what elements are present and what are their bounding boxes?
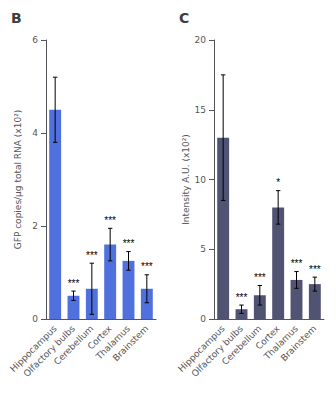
svg-text:Cortex: Cortex [253, 323, 282, 352]
svg-text:Olfactory bulbs: Olfactory bulbs [21, 323, 77, 379]
svg-text:Hippocampus: Hippocampus [8, 323, 59, 374]
svg-text:***: *** [291, 258, 303, 269]
svg-text:***: *** [86, 250, 98, 261]
svg-text:Olfactory bulbs: Olfactory bulbs [189, 323, 245, 379]
svg-text:2: 2 [32, 221, 38, 231]
svg-text:Hippocampus: Hippocampus [176, 323, 227, 374]
svg-text:10: 10 [195, 175, 207, 185]
svg-text:4: 4 [32, 128, 38, 138]
svg-text:20: 20 [195, 35, 207, 45]
svg-text:Thalamus: Thalamus [262, 323, 300, 362]
svg-text:Cerebellum: Cerebellum [219, 323, 264, 367]
svg-text:***: *** [141, 261, 153, 272]
svg-text:0: 0 [200, 314, 206, 324]
svg-text:B: B [11, 10, 22, 26]
svg-text:Cortex: Cortex [85, 323, 114, 352]
svg-text:*: * [276, 177, 280, 188]
svg-text:C: C [179, 10, 189, 26]
svg-text:***: *** [68, 278, 80, 289]
svg-text:15: 15 [195, 105, 206, 115]
svg-text:***: *** [236, 292, 248, 303]
svg-text:Thalamus: Thalamus [94, 323, 132, 362]
svg-text:Intensity A.U. (x10²): Intensity A.U. (x10²) [181, 134, 191, 225]
svg-text:GFP copies/μg total RNA (x10²): GFP copies/μg total RNA (x10²) [13, 110, 23, 250]
svg-text:Brainstem: Brainstem [111, 323, 151, 363]
svg-text:Cerebellum: Cerebellum [51, 323, 96, 367]
svg-text:0: 0 [32, 314, 38, 324]
svg-text:5: 5 [200, 244, 206, 254]
svg-text:6: 6 [32, 35, 38, 45]
svg-text:Brainstem: Brainstem [279, 323, 319, 363]
svg-text:***: *** [104, 215, 116, 226]
svg-text:***: *** [254, 272, 266, 283]
svg-text:***: *** [309, 264, 321, 275]
svg-text:***: *** [123, 238, 135, 249]
